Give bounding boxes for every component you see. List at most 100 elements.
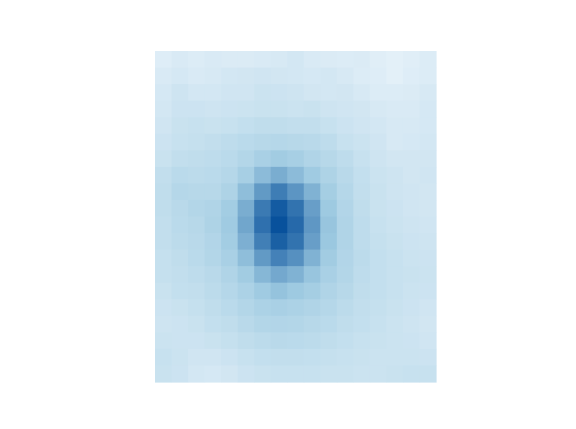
- heatmap-cell-r6-c6: [254, 150, 272, 168]
- heatmap-cell-r0-c13: [369, 51, 388, 69]
- heatmap-cell-r11-c2: [188, 233, 206, 251]
- heatmap-cell-r12-c11: [336, 249, 354, 267]
- heatmap-cell-r13-c0: [155, 266, 173, 284]
- heatmap-cell-r7-c7: [270, 166, 288, 184]
- heatmap-cell-r18-c11: [336, 348, 354, 367]
- heatmap-cell-r6-c8: [287, 150, 305, 168]
- heatmap-cell-r11-c5: [237, 233, 255, 251]
- heatmap-cell-r2-c8: [287, 84, 305, 102]
- heatmap-cell-r3-c4: [221, 100, 239, 118]
- heatmap-cell-r1-c13: [369, 67, 388, 85]
- heatmap-cell-r2-c5: [237, 84, 255, 102]
- heatmap-cell-r6-c14: [386, 150, 404, 168]
- heatmap-cell-r3-c12: [353, 100, 371, 118]
- heatmap-cell-r0-c8: [287, 51, 305, 69]
- heatmap-cell-r16-c7: [270, 315, 288, 333]
- heatmap-cell-r16-c4: [221, 315, 239, 333]
- heatmap-cell-r7-c11: [336, 166, 354, 184]
- heatmap-cell-r9-c14: [386, 199, 404, 218]
- heatmap-cell-r4-c16: [419, 117, 437, 135]
- heatmap-cell-r11-c13: [369, 233, 388, 251]
- heatmap-cell-r13-c11: [336, 266, 354, 284]
- heatmap-cell-r4-c1: [171, 117, 189, 135]
- heatmap-cell-r11-c0: [155, 233, 173, 251]
- heatmap-cell-r16-c3: [204, 315, 222, 333]
- heatmap-cell-r18-c13: [369, 348, 388, 367]
- heatmap-cell-r18-c6: [254, 348, 272, 367]
- heatmap-cell-r3-c9: [303, 100, 321, 118]
- heatmap-cell-r16-c15: [402, 315, 421, 333]
- heatmap-cell-r10-c14: [386, 216, 404, 234]
- heatmap-cell-r17-c15: [402, 332, 421, 350]
- heatmap-cell-r18-c10: [320, 348, 338, 367]
- heatmap-cell-r4-c15: [402, 117, 421, 135]
- heatmap-cell-r18-c2: [188, 348, 206, 367]
- heatmap-cell-r6-c10: [320, 150, 338, 168]
- heatmap-cell-r19-c8: [287, 365, 305, 383]
- heatmap-cell-r14-c10: [320, 282, 338, 300]
- heatmap-cell-r6-c3: [204, 150, 222, 168]
- heatmap-cell-r2-c10: [320, 84, 338, 102]
- heatmap-cell-r2-c13: [369, 84, 388, 102]
- heatmap-cell-r8-c14: [386, 183, 404, 201]
- heatmap-cell-r17-c11: [336, 332, 354, 350]
- heatmap-cell-r5-c10: [320, 133, 338, 151]
- heatmap-cell-r5-c7: [270, 133, 288, 151]
- heatmap-cell-r3-c8: [287, 100, 305, 118]
- heatmap-cell-r10-c3: [204, 216, 222, 234]
- heatmap-cell-r16-c16: [419, 315, 437, 333]
- heatmap-cell-r18-c9: [303, 348, 321, 367]
- heatmap-cell-r6-c5: [237, 150, 255, 168]
- heatmap-cell-r8-c4: [221, 183, 239, 201]
- heatmap-cell-r12-c7: [270, 249, 288, 267]
- heatmap-cell-r16-c9: [303, 315, 321, 333]
- heatmap-cell-r12-c9: [303, 249, 321, 267]
- heatmap-cell-r10-c6: [254, 216, 272, 234]
- heatmap-cell-r12-c15: [402, 249, 421, 267]
- heatmap-cell-r13-c7: [270, 266, 288, 284]
- heatmap-cell-r1-c15: [402, 67, 421, 85]
- heatmap-cell-r0-c10: [320, 51, 338, 69]
- heatmap-cell-r12-c10: [320, 249, 338, 267]
- heatmap-cell-r16-c6: [254, 315, 272, 333]
- heatmap-cell-r1-c6: [254, 67, 272, 85]
- heatmap-cell-r7-c8: [287, 166, 305, 184]
- heatmap-cell-r1-c0: [155, 67, 173, 85]
- heatmap-cell-r6-c16: [419, 150, 437, 168]
- heatmap-cell-r12-c2: [188, 249, 206, 267]
- heatmap-cell-r14-c8: [287, 282, 305, 300]
- heatmap-cell-r9-c5: [237, 199, 255, 218]
- heatmap-cell-r2-c3: [204, 84, 222, 102]
- heatmap-cell-r9-c13: [369, 199, 388, 218]
- heatmap-cell-r15-c4: [221, 299, 239, 317]
- heatmap-cell-r17-c10: [320, 332, 338, 350]
- heatmap-cell-r2-c1: [171, 84, 189, 102]
- heatmap-cell-r7-c6: [254, 166, 272, 184]
- heatmap-cell-r4-c2: [188, 117, 206, 135]
- heatmap-cell-r4-c12: [353, 117, 371, 135]
- heatmap-cell-r10-c9: [303, 216, 321, 234]
- heatmap-cell-r18-c4: [221, 348, 239, 367]
- heatmap-cell-r7-c14: [386, 166, 404, 184]
- heatmap-cell-r16-c14: [386, 315, 404, 333]
- heatmap-cell-r0-c1: [171, 51, 189, 69]
- heatmap-cell-r8-c5: [237, 183, 255, 201]
- heatmap-cell-r13-c15: [402, 266, 421, 284]
- heatmap-cell-r19-c13: [369, 365, 388, 383]
- heatmap-cell-r12-c8: [287, 249, 305, 267]
- heatmap-cell-r8-c15: [402, 183, 421, 201]
- heatmap-cell-r5-c6: [254, 133, 272, 151]
- heatmap-cell-r0-c12: [353, 51, 371, 69]
- heatmap-cell-r0-c15: [402, 51, 421, 69]
- heatmap-cell-r16-c0: [155, 315, 173, 333]
- heatmap-cell-r19-c16: [419, 365, 437, 383]
- heatmap-cell-r0-c3: [204, 51, 222, 69]
- heatmap-cell-r19-c14: [386, 365, 404, 383]
- heatmap-cell-r6-c12: [353, 150, 371, 168]
- heatmap-cell-r7-c15: [402, 166, 421, 184]
- heatmap-cell-r5-c9: [303, 133, 321, 151]
- heatmap-cell-r14-c11: [336, 282, 354, 300]
- heatmap-cell-r10-c2: [188, 216, 206, 234]
- heatmap-cell-r5-c11: [336, 133, 354, 151]
- heatmap-cell-r16-c12: [353, 315, 371, 333]
